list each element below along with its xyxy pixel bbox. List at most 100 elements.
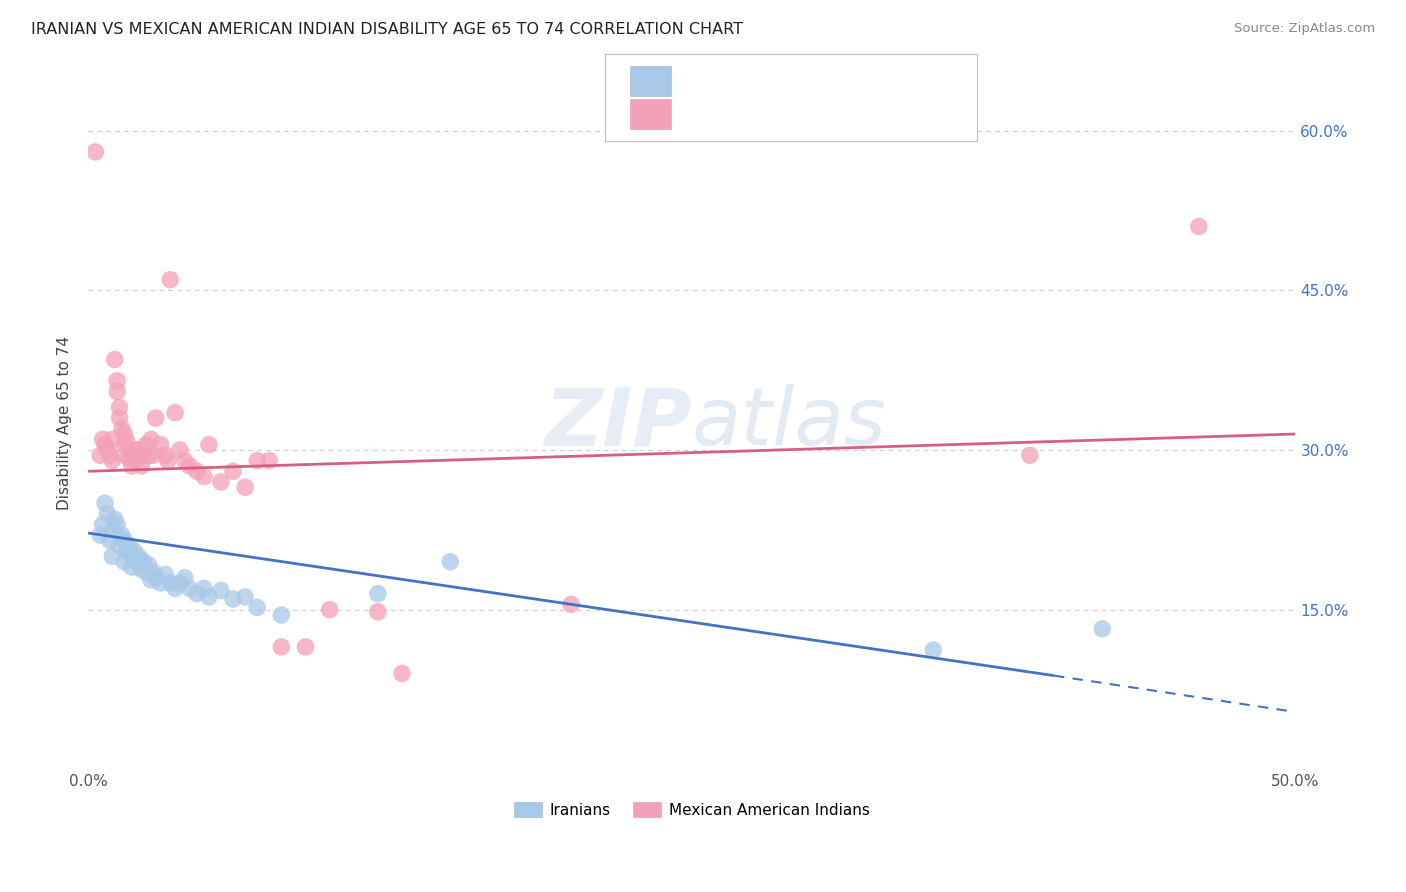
Point [138,558,160,572]
Point [91,433,114,447]
Point [222,592,245,607]
Text: 0.040: 0.040 [731,104,779,119]
Text: IRANIAN VS MEXICAN AMERICAN INDIAN DISABILITY AGE 65 TO 74 CORRELATION CHART: IRANIAN VS MEXICAN AMERICAN INDIAN DISAB… [31,22,742,37]
Point [439,555,461,569]
Point [104,512,127,526]
Point [101,433,124,447]
Point [922,643,945,657]
Point [198,590,221,604]
Text: 46: 46 [853,71,873,86]
Point [257,453,280,467]
Point [105,374,128,388]
Point [96,442,118,457]
Point [118,539,141,553]
Point [121,549,143,564]
Point [186,464,208,478]
Point [138,448,160,462]
Point [96,507,118,521]
Point [1018,448,1040,462]
Point [179,458,201,473]
Point [84,145,107,159]
Point [145,411,167,425]
Point [270,607,292,622]
Point [1091,622,1114,636]
Point [169,576,191,591]
Point [98,448,121,462]
Text: N =: N = [801,71,845,86]
Point [105,517,128,532]
Point [145,571,167,585]
Point [112,448,135,462]
Point [233,590,256,604]
Point [222,464,245,478]
Point [122,544,145,558]
Point [111,422,134,436]
Point [246,600,269,615]
Text: 55: 55 [853,104,873,119]
Point [101,453,124,467]
Point [1188,219,1211,234]
Y-axis label: Disability Age 65 to 74: Disability Age 65 to 74 [58,336,72,510]
Point [165,582,187,596]
Point [135,566,157,580]
Text: R =: R = [689,71,723,86]
Point [122,442,145,457]
Point [111,528,134,542]
Point [125,453,148,467]
Point [560,597,582,611]
Point [108,411,131,425]
Point [91,517,114,532]
Point [112,427,135,442]
Point [139,433,162,447]
Point [391,666,413,681]
Point [128,442,150,457]
Point [155,448,177,462]
Point [112,437,135,451]
Point [94,496,117,510]
Point [193,582,215,596]
Point [132,555,155,569]
Text: N =: N = [801,104,845,119]
Point [101,523,124,537]
Point [129,562,152,576]
Point [159,576,181,591]
Point [104,352,127,367]
Point [142,448,165,462]
Legend: Iranians, Mexican American Indians: Iranians, Mexican American Indians [508,796,876,824]
Point [94,437,117,451]
Point [121,560,143,574]
Point [159,273,181,287]
Text: atlas: atlas [692,384,887,462]
Point [129,458,152,473]
Point [209,475,232,489]
Point [98,533,121,548]
Point [179,582,201,596]
Point [193,469,215,483]
Point [121,448,143,462]
Point [149,437,172,451]
Point [121,458,143,473]
Text: R =: R = [689,104,723,119]
Point [270,640,292,654]
Point [173,571,195,585]
Text: ZIP: ZIP [544,384,692,462]
Text: -0.443: -0.443 [731,71,780,86]
Point [367,605,389,619]
Point [186,587,208,601]
Point [135,437,157,451]
Point [105,384,128,399]
Point [142,566,165,580]
Point [115,434,138,449]
Point [156,453,179,467]
Point [246,453,269,467]
Point [169,442,191,457]
Point [89,528,111,542]
Text: Source: ZipAtlas.com: Source: ZipAtlas.com [1234,22,1375,36]
Point [89,448,111,462]
Point [118,451,141,466]
Point [108,539,131,553]
Point [128,549,150,564]
Point [155,567,177,582]
Point [294,640,316,654]
Point [149,576,172,591]
